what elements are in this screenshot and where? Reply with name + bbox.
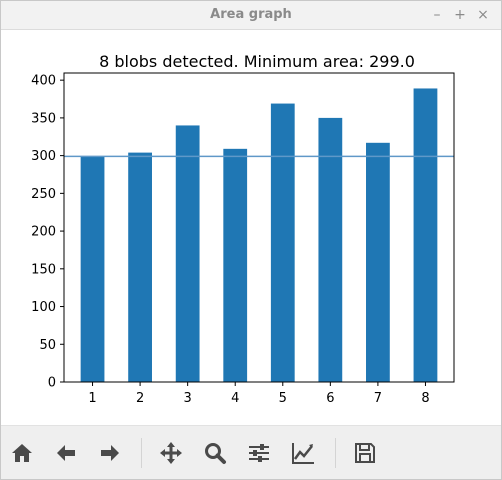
bar-3	[176, 125, 200, 382]
maximize-button[interactable]: +	[450, 5, 470, 25]
zoom-icon	[202, 440, 228, 466]
x-tick-label: 3	[184, 391, 192, 406]
pan-button[interactable]	[158, 440, 184, 466]
subplots-icon	[246, 440, 272, 466]
bar-6	[318, 118, 342, 382]
y-tick-label: 300	[31, 149, 56, 164]
bar-chart: 8 blobs detected. Minimum area: 299.0 0 5…	[1, 30, 501, 425]
bar-4	[223, 149, 247, 382]
back-button[interactable]	[53, 440, 79, 466]
home-button[interactable]	[9, 440, 35, 466]
toolbar-separator	[141, 438, 142, 468]
y-tick-label: 0	[48, 376, 56, 391]
y-axis: 0 50 100 150 200 250 300 350 400	[31, 74, 64, 391]
home-icon	[9, 440, 35, 466]
bar-1	[81, 156, 105, 382]
navigation-toolbar	[1, 425, 501, 480]
axes-frame	[64, 73, 454, 382]
save-icon	[352, 440, 378, 466]
bars-group	[81, 88, 438, 382]
forward-button[interactable]	[97, 440, 123, 466]
x-tick-label: 6	[326, 391, 334, 406]
bar-7	[366, 143, 390, 382]
y-tick-label: 100	[31, 300, 56, 315]
close-button[interactable]: ×	[473, 5, 493, 25]
save-button[interactable]	[352, 440, 378, 466]
edit-axis-button[interactable]	[290, 440, 316, 466]
bar-5	[271, 104, 295, 382]
y-tick-label: 400	[31, 74, 56, 89]
chart-title: 8 blobs detected. Minimum area: 299.0	[99, 52, 415, 71]
edit-curve-icon	[290, 440, 316, 466]
pan-icon	[158, 440, 184, 466]
bar-2	[128, 153, 152, 382]
y-tick-label: 250	[31, 187, 56, 202]
minimize-button[interactable]: –	[427, 5, 447, 25]
x-tick-label: 1	[88, 391, 96, 406]
y-tick-label: 200	[31, 225, 56, 240]
subplots-button[interactable]	[246, 440, 272, 466]
zoom-button[interactable]	[202, 440, 228, 466]
x-tick-label: 2	[136, 391, 144, 406]
x-axis: 1 2 3 4 5 6 7 8	[88, 382, 429, 406]
x-tick-label: 8	[421, 391, 429, 406]
y-tick-label: 350	[31, 111, 56, 126]
forward-arrow-icon	[97, 440, 123, 466]
y-tick-label: 50	[39, 338, 56, 353]
window-title: Area graph	[1, 1, 501, 29]
bar-8	[414, 88, 438, 382]
y-tick-label: 150	[31, 262, 56, 277]
x-tick-label: 7	[374, 391, 382, 406]
x-tick-label: 5	[279, 391, 287, 406]
x-tick-label: 4	[231, 391, 239, 406]
back-arrow-icon	[53, 440, 79, 466]
figure-canvas[interactable]: 8 blobs detected. Minimum area: 299.0 0 5…	[1, 30, 501, 425]
title-bar[interactable]: Area graph – + ×	[1, 1, 501, 30]
toolbar-separator	[335, 438, 336, 468]
